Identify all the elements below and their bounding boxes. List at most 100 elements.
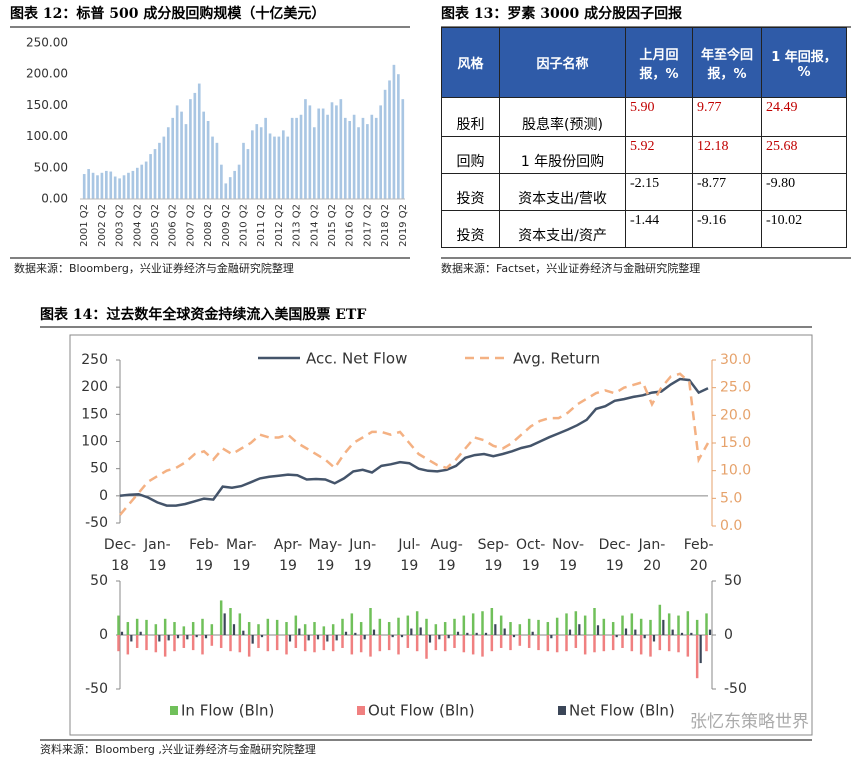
bar bbox=[671, 629, 674, 635]
bar bbox=[163, 618, 167, 635]
line-series bbox=[119, 377, 709, 507]
bar bbox=[312, 127, 316, 199]
bar bbox=[509, 635, 512, 651]
y2-tick-label: 30.0 bbox=[720, 352, 751, 368]
x-tick-label: 2006 Q2 bbox=[168, 204, 179, 247]
x-tick-label: 2015 Q2 bbox=[327, 204, 338, 247]
legend-swatch bbox=[170, 706, 178, 715]
legend-label: Out Flow (Bln) bbox=[368, 702, 475, 720]
x-tick-label: 2014 Q2 bbox=[309, 204, 320, 247]
table-cell: 24.49 bbox=[761, 97, 847, 137]
bar bbox=[387, 622, 391, 635]
x-tick-label: Feb- 19 bbox=[189, 537, 219, 574]
bar bbox=[294, 635, 298, 648]
legend-label: Avg. Return bbox=[513, 350, 600, 368]
bar bbox=[527, 635, 531, 648]
bar bbox=[406, 635, 410, 648]
x-tick-label: 2019 Q2 bbox=[398, 204, 409, 247]
bar bbox=[251, 635, 254, 644]
table-cell: 回购 bbox=[441, 136, 500, 174]
bar bbox=[401, 99, 405, 199]
bar bbox=[105, 170, 108, 199]
x-tick-label: Jan- 19 bbox=[144, 537, 171, 574]
bar bbox=[574, 611, 578, 635]
bar bbox=[266, 635, 270, 652]
bar bbox=[294, 615, 298, 635]
bar bbox=[87, 169, 90, 199]
bar bbox=[383, 89, 387, 199]
bar bbox=[354, 632, 357, 635]
table-row: 投资 资本支出/营收 -2.15 -8.77 -9.80 bbox=[441, 173, 847, 211]
bar bbox=[182, 635, 186, 648]
x-tick-label: Dec- 19 bbox=[598, 537, 631, 574]
bar bbox=[139, 631, 142, 635]
bar bbox=[438, 635, 441, 640]
table-cell: 9.77 bbox=[692, 97, 762, 137]
bar bbox=[193, 92, 197, 199]
bar bbox=[630, 635, 634, 652]
bar bbox=[229, 635, 232, 652]
bar bbox=[298, 628, 301, 635]
x-tick-label: 2013 Q2 bbox=[292, 204, 303, 247]
x-tick-label: 2005 Q2 bbox=[150, 204, 161, 247]
bar bbox=[91, 172, 95, 199]
table-cell: 1 年股份回购 bbox=[499, 136, 626, 174]
bar bbox=[268, 133, 272, 199]
x-tick-label: Aug- 19 bbox=[430, 537, 463, 574]
bar bbox=[578, 624, 581, 635]
y2-tick-label: 50 bbox=[724, 573, 742, 589]
legend-swatch bbox=[357, 706, 365, 715]
bar bbox=[555, 617, 559, 635]
bar bbox=[313, 622, 316, 635]
bar bbox=[494, 624, 497, 635]
bar bbox=[425, 618, 428, 635]
bar bbox=[428, 635, 432, 643]
bar bbox=[206, 121, 210, 199]
bar bbox=[264, 117, 267, 199]
bar bbox=[303, 635, 307, 652]
table-cell: -2.15 bbox=[625, 173, 693, 211]
bar bbox=[100, 172, 104, 199]
bar bbox=[182, 626, 186, 635]
bar bbox=[286, 136, 290, 199]
bar bbox=[443, 635, 447, 652]
bar bbox=[140, 164, 144, 199]
bar bbox=[378, 635, 382, 652]
bar bbox=[602, 635, 606, 652]
bar bbox=[378, 618, 382, 635]
bar bbox=[695, 619, 699, 635]
bar bbox=[677, 615, 680, 635]
bar bbox=[260, 635, 264, 638]
bar bbox=[331, 624, 335, 635]
bar bbox=[339, 99, 343, 199]
table-cell: -10.02 bbox=[761, 210, 847, 248]
bar bbox=[130, 635, 133, 642]
table-cell: 资本支出/营收 bbox=[499, 173, 626, 211]
x-tick-label: 2018 Q2 bbox=[380, 204, 391, 247]
bar bbox=[583, 615, 587, 635]
bar bbox=[189, 99, 192, 199]
bar bbox=[550, 635, 553, 639]
bar bbox=[229, 608, 232, 635]
x-tick-label: 2016 Q2 bbox=[345, 204, 356, 247]
bar bbox=[434, 624, 438, 635]
table-cell: 12.18 bbox=[692, 136, 762, 174]
bar bbox=[341, 635, 344, 648]
bar bbox=[173, 635, 176, 652]
bar bbox=[503, 628, 506, 635]
x-tick-label: Jan- 20 bbox=[638, 537, 666, 574]
bar bbox=[201, 635, 204, 655]
bar bbox=[443, 622, 447, 635]
bar bbox=[281, 130, 285, 199]
bar bbox=[624, 628, 628, 635]
bar bbox=[186, 635, 189, 640]
y2-tick-label: 0 bbox=[724, 627, 733, 643]
figure-title: 图表 14：过去数年全球资金持续流入美国股票 ETF bbox=[40, 306, 366, 323]
x-tick-label: Jul- 19 bbox=[398, 537, 421, 574]
bar bbox=[357, 127, 360, 199]
bar bbox=[122, 175, 126, 199]
bar bbox=[509, 622, 512, 635]
bar bbox=[113, 176, 117, 199]
bar bbox=[374, 117, 378, 199]
y-tick-label: 250 bbox=[81, 352, 108, 368]
